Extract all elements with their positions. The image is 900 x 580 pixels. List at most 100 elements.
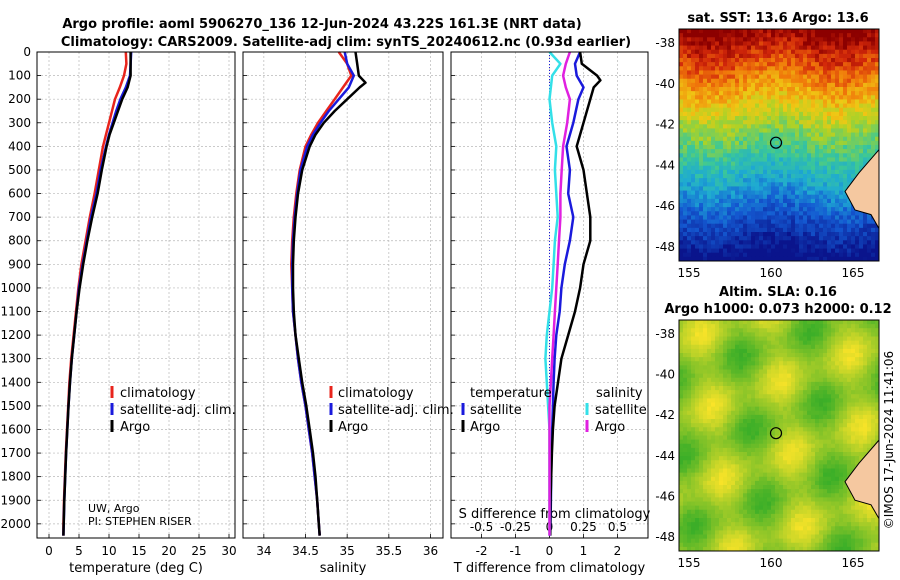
map-cell [783,66,788,71]
map-cell [751,232,756,237]
map-cell [719,111,724,117]
map-cell [747,248,752,254]
map-cell [763,435,768,441]
map-cell [715,244,720,249]
map-cell [679,414,684,420]
map-cell [787,211,792,216]
map-cell [747,252,752,258]
map-cell [787,103,792,109]
map-cell [807,328,812,333]
map-cell [691,447,696,453]
map-cell [751,419,756,424]
map-cell [807,369,812,375]
map-cell [759,357,764,362]
map-cell [735,336,740,342]
map-cell [807,447,812,453]
map-cell [839,95,844,100]
map-cell [707,58,712,63]
map-cell [687,232,692,237]
map-cell [815,390,820,395]
map-cell [767,91,772,96]
map-cell [803,132,808,138]
map-cell [687,178,692,183]
map-cell [779,87,784,92]
map-cell [751,74,756,80]
map-cell [715,120,720,125]
map-cell [739,472,744,478]
map-cell [755,53,760,59]
map-cell [735,414,740,420]
map-cell [867,99,872,104]
map-cell [715,419,720,424]
map-cell [755,365,760,370]
map-cell [863,74,868,80]
map-cell [863,252,868,258]
map-cell [751,320,756,325]
map-cell [751,41,756,46]
map-cell [787,468,792,474]
map-cell [859,37,864,42]
map-cell [723,320,728,325]
map-cell [875,45,880,51]
map-cell [851,58,856,63]
map-cell [819,132,824,138]
map-cell [703,186,708,191]
map-cell [795,390,800,395]
map-cell [779,394,784,399]
map-cell [687,332,692,337]
x-tick-label: 15 [131,544,146,558]
map-cell [755,91,760,96]
map-cell [803,186,808,191]
map-cell [867,58,872,63]
map-cell [819,29,824,34]
map-cell [819,91,824,96]
map-cell [807,186,812,191]
map-cell [807,203,812,208]
map-cell [843,29,848,34]
map-cell [771,107,776,113]
map-cell [699,410,704,416]
map-cell [723,33,728,38]
map-cell [823,78,828,84]
map-cell [683,203,688,208]
map-cell [759,240,764,245]
map-cell [755,215,760,220]
map-cell [827,377,832,383]
map-cell [839,37,844,42]
map-cell [795,95,800,100]
map-cell [763,99,768,104]
map-cell [827,182,832,187]
map-cell [695,232,700,237]
map-cell [707,390,712,395]
map-cell [727,132,732,138]
map-cell [695,439,700,445]
map-cell [831,190,836,196]
map-cell [719,103,724,109]
map-cell [859,165,864,171]
map-cell [795,178,800,183]
legend-label-satellite: satellite-adj. clim. [120,403,236,418]
map-cell [847,223,852,229]
map-cell [695,78,700,84]
map-cell [679,145,684,150]
map-cell [779,427,784,432]
map-cell [803,468,808,474]
map-cell [871,398,876,403]
map-cell [735,140,740,146]
map-cell [787,215,792,220]
map-cell [795,423,800,428]
map-cell [771,236,776,241]
map-cell [799,190,804,196]
map-cell [795,369,800,375]
map-cell [807,419,812,424]
map-cell [771,49,776,55]
map-cell [839,398,844,403]
map-cell [819,174,824,179]
map-cell [839,169,844,175]
map-cell [719,124,724,129]
map-cell [683,149,688,154]
map-cell [731,353,736,358]
map-cell [859,431,864,436]
map-cell [723,373,728,379]
map-cell [767,70,772,75]
